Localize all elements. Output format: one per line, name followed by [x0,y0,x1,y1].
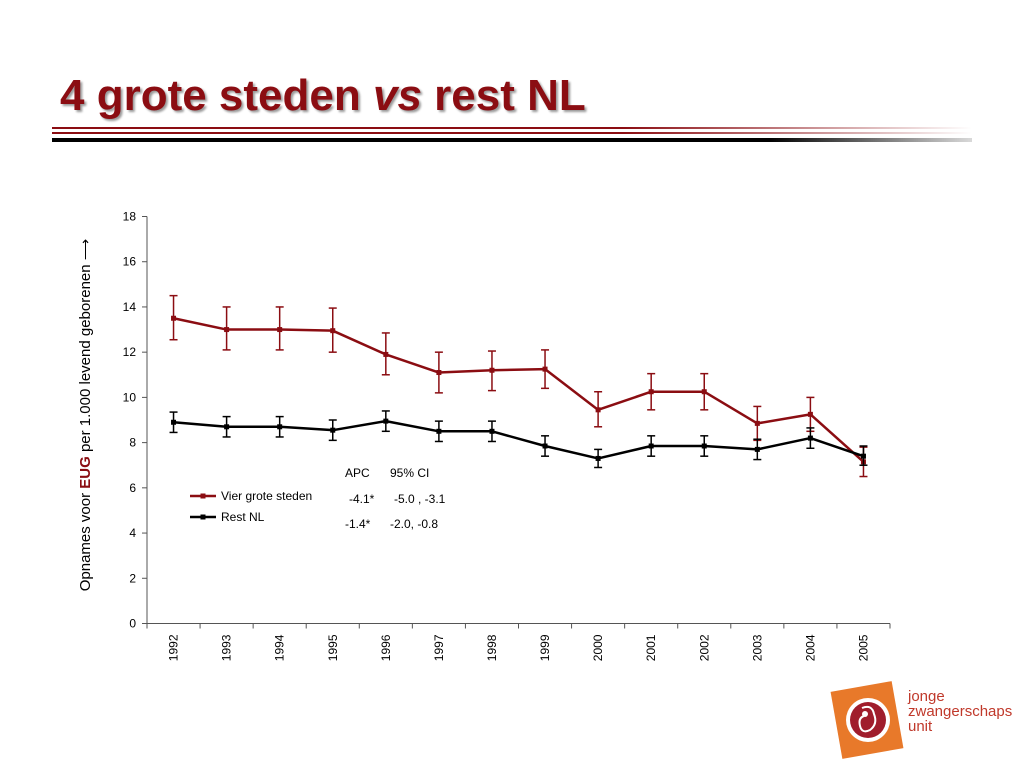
data-point [648,443,654,449]
y-tick-label: 4 [129,526,136,540]
data-point [277,424,283,430]
x-tick-label: 2003 [750,634,764,661]
y-tick-label: 8 [129,436,136,450]
x-tick-label: 2005 [856,634,870,661]
data-point [383,351,389,357]
stats-row-1-ci: -5.0 , -3.1 [394,492,446,506]
data-point [807,411,813,417]
stats-row-1-apc: -4.1* [349,492,375,506]
y-axis-label-highlight: EUG [77,456,94,489]
data-point [595,455,601,461]
y-tick-label: 2 [129,571,136,585]
data-point [224,424,230,430]
stats-header-ci: 95% CI [390,466,430,480]
title-rule-black [52,138,972,142]
title-rule-red-1 [52,127,972,129]
x-tick-label: 2000 [591,634,605,661]
x-tick-label: 2004 [803,634,817,661]
x-tick-label: 1993 [220,634,234,661]
x-tick-label: 1994 [273,634,287,661]
x-tick-label: 2002 [697,634,711,661]
title-part-1: 4 grote steden [60,71,373,120]
data-point [542,366,548,372]
data-point [330,427,336,433]
data-point [754,420,760,426]
legend-marker [200,514,206,520]
stats-header-apc: APC [345,466,370,480]
data-point [171,419,177,425]
data-point [860,453,866,459]
x-tick-label: 1998 [485,634,499,661]
data-point [224,327,230,333]
y-tick-label: 18 [123,210,137,224]
data-point [436,428,442,434]
logo-line-3: unit [908,718,933,735]
x-tick-label: 1997 [432,634,446,661]
data-point [648,389,654,395]
data-point [542,443,548,449]
logo-line-1: jonge [908,688,945,705]
stats-row-2-ci: -2.0, -0.8 [390,517,439,531]
logo-emblem-icon [830,681,904,759]
data-point [489,428,495,434]
slide-title: 4 grote steden vs rest NL [60,66,586,126]
data-point [807,435,813,441]
y-axis-label-suffix: per 1.000 levend geborenen [77,264,94,457]
title-part-2: rest NL [421,71,586,120]
series-line [173,317,865,463]
y-tick-label: 12 [123,345,137,359]
y-tick-label: 14 [123,300,137,314]
logo: jonge zwangerschaps unit [828,678,1018,762]
series-line [173,419,864,460]
y-tick-label: 0 [129,617,136,631]
stats-row-2-apc: -1.4* [345,517,371,531]
legend-label: Rest NL [221,510,265,524]
y-axis-label-prefix: Opnames voor [77,488,94,592]
x-tick-label: 1992 [167,634,181,661]
data-point [436,370,442,376]
arrow-up-icon: ⟶ [77,238,94,265]
x-tick-label: 2001 [644,634,658,661]
x-tick-label: 1996 [379,634,393,661]
data-point [595,407,601,413]
data-point [171,315,177,321]
y-axis-label: Opnames voor EUG per 1.000 levend gebore… [76,195,94,635]
data-point [754,446,760,452]
data-point [330,328,336,334]
data-point [277,327,283,333]
title-rule-red-2 [52,132,972,134]
legend-marker [200,493,206,499]
x-tick-label: 1999 [538,634,552,661]
data-point [701,389,707,395]
legend-label: Vier grote steden [221,489,312,503]
data-point [701,443,707,449]
x-tick-label: 1995 [326,634,340,661]
data-point [383,418,389,424]
logo-line-2: zwangerschaps [908,703,1013,720]
y-tick-label: 16 [123,255,137,269]
data-point [489,367,495,373]
y-tick-label: 6 [129,481,136,495]
title-vs: vs [372,71,422,120]
logo-text: jonge zwangerschaps unit [908,689,1012,734]
y-tick-label: 10 [123,390,137,404]
